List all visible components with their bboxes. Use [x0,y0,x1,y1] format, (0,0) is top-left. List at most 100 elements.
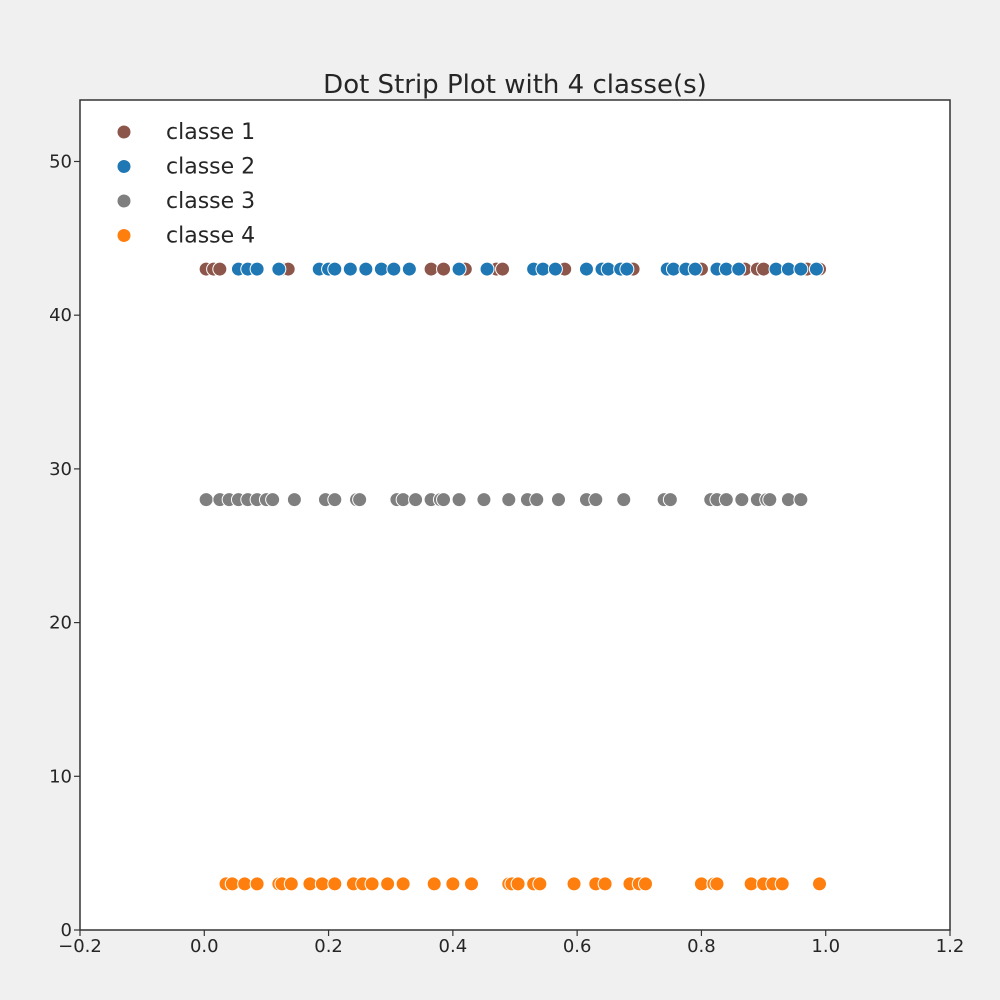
data-point-4 [532,876,548,892]
data-point-2 [401,261,417,277]
data-point-4 [464,876,479,892]
data-point-4 [314,876,330,892]
data-point-2 [479,261,495,277]
data-point-2 [600,261,616,277]
data-point-4 [395,876,411,892]
data-point-4 [237,876,253,892]
data-point-2 [271,261,287,277]
data-point-3 [395,492,411,508]
data-point-3 [734,492,750,508]
legend-marker [116,124,132,140]
data-point-2 [342,261,358,277]
data-point-4 [693,876,709,892]
x-tick-label: 0.4 [439,936,468,957]
data-point-3 [286,492,302,508]
data-point-1 [423,261,439,277]
y-tick-label: 0 [61,920,72,941]
data-point-4 [709,876,725,892]
data-point-3 [616,492,632,508]
data-point-2 [451,261,467,277]
y-axis: 0 10 20 30 40 50 [49,151,80,941]
data-point-2 [768,261,784,277]
data-point-2 [249,261,265,277]
x-tick-label: 1.2 [936,936,965,957]
data-point-3 [436,492,452,508]
data-point-2 [731,261,747,277]
data-point-3 [662,492,678,508]
legend-label: classe 1 [166,120,255,145]
data-point-3 [529,492,545,508]
chart-title: Dot Strip Plot with 4 classe(s) [323,70,707,100]
x-tick-label: 0.8 [687,936,716,957]
data-point-2 [665,261,681,277]
data-point-3 [476,492,492,508]
data-point-3 [327,492,343,508]
data-point-4 [812,876,827,892]
legend-marker [116,228,132,243]
y-tick-label: 40 [49,305,72,326]
x-tick-label: 0.0 [190,936,219,957]
data-point-2 [373,261,389,277]
data-point-2 [793,261,809,277]
legend: classe 1 classe 2 classe 3 classe 4 [116,120,255,249]
legend-label: classe 2 [166,155,255,180]
data-point-1 [495,261,511,277]
data-point-4 [426,876,442,892]
data-point-3 [551,492,566,508]
data-point-3 [588,492,604,508]
plot-area [79,99,951,931]
data-points [198,261,827,892]
data-point-4 [638,876,653,892]
legend-label: classe 3 [166,189,255,214]
data-point-3 [451,492,467,508]
y-tick-label: 30 [49,459,72,480]
data-point-1 [436,261,452,277]
data-point-3 [762,492,778,508]
x-tick-label: 0.2 [314,936,343,957]
legend-label: classe 4 [166,224,255,249]
data-point-3 [198,492,214,508]
data-point-2 [578,261,594,277]
x-tick-label: 1.0 [811,936,840,957]
data-point-1 [212,261,228,277]
y-tick-label: 50 [49,151,72,172]
data-point-1 [756,261,772,277]
data-point-3 [265,492,281,508]
data-point-4 [283,876,299,892]
data-point-2 [619,261,635,277]
data-point-2 [687,261,703,277]
data-point-4 [774,876,790,892]
data-point-2 [808,261,824,277]
data-point-3 [780,492,796,508]
x-tick-label: −0.2 [58,936,102,957]
data-point-2 [386,261,402,277]
data-point-3 [408,492,424,508]
legend-marker [116,159,132,174]
y-tick-label: 20 [49,613,72,634]
data-point-2 [718,261,734,277]
data-point-3 [352,492,368,508]
x-axis: −0.2 0.0 0.2 0.4 0.6 0.8 1.0 1.2 [58,930,964,957]
data-point-3 [718,492,734,508]
data-point-2 [358,261,374,277]
data-point-4 [380,876,396,892]
data-point-3 [501,492,517,508]
data-point-4 [743,876,759,892]
data-point-4 [445,876,461,892]
y-tick-label: 10 [49,766,72,787]
data-point-2 [327,261,343,277]
data-point-4 [249,876,265,892]
data-point-2 [547,261,563,277]
data-point-4 [224,876,240,892]
x-tick-label: 0.6 [563,936,592,957]
data-point-4 [566,876,582,892]
data-point-4 [302,876,318,892]
data-point-4 [364,876,380,892]
data-point-4 [327,876,343,892]
data-point-4 [597,876,613,892]
data-point-2 [780,261,796,277]
data-point-4 [510,876,526,892]
data-point-3 [793,492,809,508]
